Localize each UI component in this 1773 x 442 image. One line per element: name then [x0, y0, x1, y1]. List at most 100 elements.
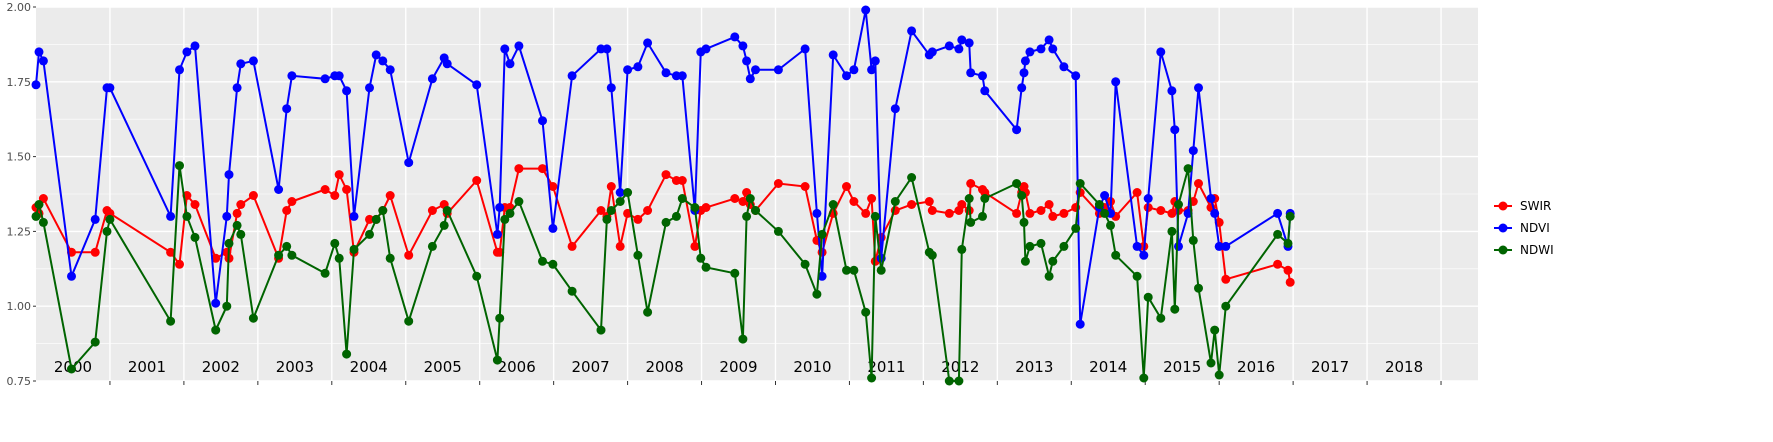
- ndvi-point: [812, 208, 822, 218]
- ndvi-point: [320, 74, 330, 84]
- swir-point: [1059, 208, 1069, 218]
- ndvi-point: [1188, 146, 1198, 156]
- legend-label: NDWI: [1520, 243, 1554, 257]
- year-label: 2011: [867, 358, 905, 376]
- ndvi-point: [907, 26, 917, 36]
- ndvi-point: [927, 47, 937, 57]
- ndwi-point: [1106, 220, 1115, 230]
- ndvi-point: [1111, 77, 1121, 87]
- ndwi-point: [1167, 226, 1177, 236]
- year-label: 2016: [1237, 358, 1275, 376]
- swir-point: [690, 241, 700, 251]
- year-label: 2002: [202, 358, 240, 376]
- ndwi-point: [224, 238, 234, 248]
- swir-point: [1044, 200, 1054, 209]
- ndwi-point: [505, 208, 515, 218]
- swir-point: [248, 191, 258, 200]
- ndwi-point: [1020, 256, 1030, 266]
- ndvi-point: [615, 188, 625, 197]
- year-label: 2003: [276, 358, 314, 376]
- ndwi-point: [495, 313, 505, 323]
- ndvi-point: [38, 56, 48, 66]
- ndvi-point: [31, 80, 41, 90]
- ndwi-point: [812, 289, 822, 299]
- ndvi-point: [1132, 241, 1142, 251]
- swir-point: [738, 197, 748, 206]
- ndvi-point: [1221, 241, 1231, 251]
- year-label: 2014: [1089, 358, 1127, 376]
- swir-point: [1025, 208, 1035, 218]
- swir-point: [1156, 206, 1166, 215]
- ndwi-point: [927, 250, 937, 260]
- ndvi-point: [548, 223, 558, 233]
- ndvi-point: [643, 38, 653, 48]
- swir-point: [927, 206, 937, 215]
- ndwi-point: [248, 313, 258, 323]
- swir-point: [701, 203, 711, 212]
- ndvi-point: [1194, 83, 1203, 93]
- ndwi-point: [828, 200, 838, 209]
- swir-point: [643, 206, 653, 215]
- ndwi-point: [427, 241, 437, 251]
- ndwi-point: [1094, 200, 1104, 209]
- swir-point: [1036, 206, 1046, 215]
- year-label: 2017: [1311, 358, 1349, 376]
- ndvi-point: [175, 65, 184, 75]
- swir-point: [615, 241, 625, 251]
- ndvi-point: [1156, 47, 1166, 57]
- ndvi-point: [334, 71, 344, 81]
- swir-point: [175, 259, 184, 269]
- ndvi-point: [495, 203, 505, 212]
- legend-item-swir: SWIR: [1494, 199, 1551, 213]
- swir-point: [907, 200, 917, 209]
- swir-point: [596, 206, 606, 215]
- ndvi-point: [602, 44, 612, 54]
- ndvi-point: [1214, 241, 1224, 251]
- ndvi-point: [1025, 47, 1035, 57]
- ndvi-point: [677, 71, 687, 81]
- ndwi-point: [342, 349, 352, 359]
- ndwi-point: [1139, 373, 1149, 383]
- ndwi-point: [742, 211, 752, 221]
- year-label: 2018: [1385, 358, 1423, 376]
- swir-point: [849, 197, 859, 206]
- legend-item-ndwi: NDWI: [1494, 243, 1554, 257]
- ndvi-point: [224, 170, 234, 180]
- ndwi-point: [38, 217, 48, 227]
- swir-point: [404, 250, 414, 260]
- ndwi-point: [1214, 370, 1224, 380]
- ndvi-point: [182, 47, 192, 57]
- swir-point: [677, 176, 687, 185]
- ndwi-point: [944, 376, 954, 386]
- ndvi-point: [1059, 62, 1069, 72]
- ndvi-point: [222, 211, 232, 221]
- ndwi-point: [954, 376, 964, 386]
- swir-point: [211, 253, 221, 263]
- ndwi-point: [1210, 325, 1220, 335]
- swir-point: [514, 164, 524, 174]
- ndvi-point: [1020, 56, 1030, 66]
- swir-point: [1012, 208, 1022, 218]
- ndwi-point: [67, 364, 76, 374]
- year-label: 2007: [572, 358, 610, 376]
- ndwi-point: [980, 194, 990, 203]
- ndvi-point: [232, 83, 242, 93]
- ndvi-point: [211, 298, 221, 308]
- ndvi-point: [567, 71, 577, 81]
- year-label: 2004: [350, 358, 388, 376]
- ndvi-point: [954, 44, 964, 54]
- ndwi-point: [236, 229, 246, 239]
- y-tick-label: 1.00: [7, 300, 32, 313]
- ndvi-point: [742, 56, 752, 66]
- ndwi-point: [31, 211, 41, 221]
- series-ndwi: [31, 161, 1295, 386]
- ndvi-point: [849, 65, 859, 75]
- ndwi-point: [1188, 235, 1198, 245]
- swir-point: [800, 182, 810, 191]
- legend-key-marker: [1498, 201, 1508, 211]
- year-label: 2013: [1015, 358, 1053, 376]
- ndwi-point: [615, 197, 625, 206]
- legend-label: SWIR: [1520, 199, 1551, 213]
- ndvi-point: [378, 56, 388, 66]
